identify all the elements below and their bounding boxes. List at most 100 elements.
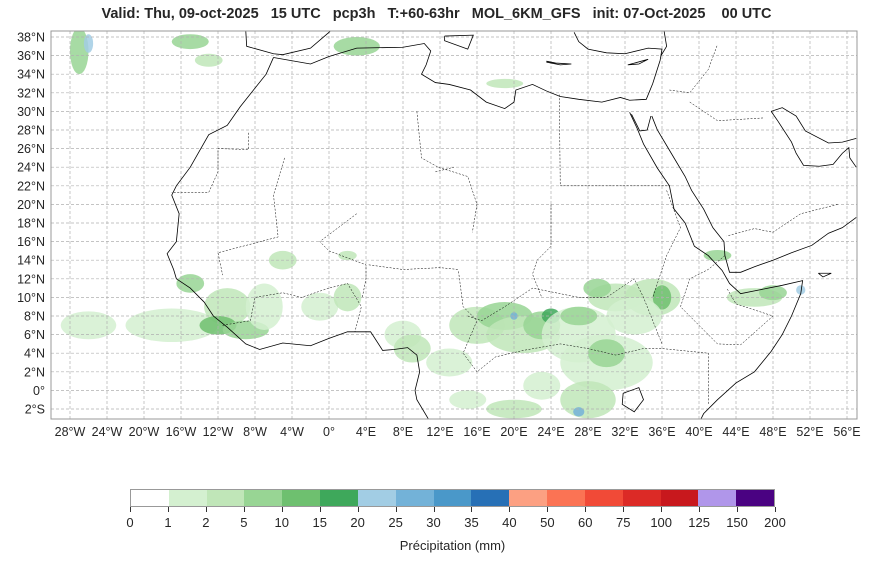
colorbar-swatch xyxy=(395,490,434,506)
country-border xyxy=(689,101,764,121)
coastline xyxy=(771,107,857,144)
lon-label: 48°E xyxy=(759,425,786,439)
colorbar-label: Précipitation (mm) xyxy=(399,538,506,553)
colorbar-swatch xyxy=(433,490,472,506)
lat-label: 34°N xyxy=(17,68,45,82)
lon-label: 20°W xyxy=(129,425,160,439)
lon-label: 16°W xyxy=(166,425,197,439)
colorbar-ticks: 0 1 2 5 10 15 20 25 30 35 40 50 60 75 100 125 150 200 xyxy=(126,507,786,537)
colorbar-tick-label: 100 xyxy=(650,515,673,530)
colorbar-tick-label: 50 xyxy=(540,515,555,530)
precipitation-patch xyxy=(523,371,561,400)
lon-label: 28°W xyxy=(55,425,86,439)
precipitation-map: 38°N 36°N 34°N 32°N 30°N 28°N 26°N 24°N 22°N 20°N… xyxy=(17,30,861,439)
lon-label: 52°E xyxy=(796,425,823,439)
coastline xyxy=(444,34,474,50)
colorbar-tick xyxy=(471,507,473,512)
country-border xyxy=(222,283,362,332)
colorbar-tick xyxy=(737,507,739,512)
colorbar-tick xyxy=(775,507,776,512)
lon-label: 56°E xyxy=(833,425,860,439)
colorbar-tick-label: 10 xyxy=(274,515,289,530)
country-border xyxy=(559,94,671,187)
colorbar-swatch xyxy=(547,490,585,506)
colorbar-tick-label: 60 xyxy=(578,515,593,530)
lat-label: 18°N xyxy=(17,217,45,231)
lat-label: 0° xyxy=(33,384,45,398)
lat-label: 36°N xyxy=(17,49,45,63)
lon-label: 16°E xyxy=(463,425,490,439)
precipitation-patch xyxy=(194,53,223,67)
precipitation-patch xyxy=(83,34,94,53)
lon-label: 36°E xyxy=(648,425,675,439)
lat-label: 28°N xyxy=(17,124,45,138)
colorbar-tick-label: 15 xyxy=(312,515,327,530)
colorbar-swatch xyxy=(168,490,207,506)
precipitation-patch xyxy=(486,78,524,89)
lat-label: 20°N xyxy=(17,198,45,212)
lat-label: 8°N xyxy=(24,310,45,324)
colorbar-swatch xyxy=(736,490,775,506)
lon-label: 4°W xyxy=(280,425,304,439)
graticule xyxy=(51,31,857,419)
precipitation-patch xyxy=(333,37,380,56)
country-border xyxy=(171,132,249,193)
lat-label: 10°N xyxy=(17,291,45,305)
lon-label: 40°E xyxy=(685,425,712,439)
country-border xyxy=(416,111,478,233)
colorbar-swatch xyxy=(206,490,245,506)
lat-label: 26°N xyxy=(17,142,45,156)
precipitation-patch xyxy=(245,283,283,330)
colorbar-tick xyxy=(585,507,587,512)
lat-label: 2°N xyxy=(24,365,45,379)
lon-label: 24°W xyxy=(92,425,123,439)
colorbar-tick xyxy=(509,507,511,512)
colorbar-swatch xyxy=(622,490,661,506)
coastline xyxy=(627,58,649,66)
precipitation-patch xyxy=(70,31,89,75)
colorbar-tick xyxy=(547,507,549,512)
colorbar-swatch xyxy=(320,490,358,506)
colorbar-tick xyxy=(699,507,701,512)
colorbar xyxy=(130,489,775,507)
coastline xyxy=(631,114,652,132)
country-border xyxy=(726,204,838,237)
colorbar-tick xyxy=(205,507,207,512)
lon-label: 0° xyxy=(323,425,335,439)
country-border xyxy=(319,213,367,298)
colorbar-swatch xyxy=(357,490,396,506)
lat-label: 22°N xyxy=(17,179,45,193)
colorbar-tick-label: 20 xyxy=(350,515,365,530)
lat-label: 6°N xyxy=(24,328,45,342)
precipitation-patch xyxy=(171,34,209,50)
country-border xyxy=(680,255,774,346)
lat-label: 16°N xyxy=(17,235,45,249)
precipitation-patch xyxy=(606,297,662,335)
colorbar-tick xyxy=(319,507,321,512)
lon-label: 44°E xyxy=(722,425,749,439)
coastline xyxy=(245,31,331,56)
colorbar-tick-label: 75 xyxy=(616,515,631,530)
lon-label: 12°W xyxy=(203,425,234,439)
coastline xyxy=(651,115,857,273)
precipitation-patch xyxy=(301,292,339,321)
lon-label: 4°E xyxy=(356,425,376,439)
lat-label: 24°N xyxy=(17,161,45,175)
colorbar-swatch xyxy=(660,490,699,506)
precipitation-patch xyxy=(796,285,806,295)
colorbar-swatch xyxy=(471,490,510,506)
lat-label: 38°N xyxy=(17,31,45,45)
country-border xyxy=(669,44,718,94)
coastline xyxy=(770,111,857,168)
lat-label: 2°S xyxy=(25,403,45,417)
map-title: Valid: Thu, 09-oct-2025 15 UTC pcp3h T:+… xyxy=(101,6,772,22)
colorbar-tick xyxy=(167,507,169,512)
colorbar-tick-label: 0 xyxy=(126,515,134,530)
country-border xyxy=(652,190,681,298)
map-frame xyxy=(50,30,858,420)
colorbar-tick xyxy=(243,507,245,512)
colorbar-tick xyxy=(623,507,625,512)
lat-label: 14°N xyxy=(17,254,45,268)
colorbar-tick-label: 40 xyxy=(502,515,517,530)
precipitation-patch xyxy=(125,308,218,343)
